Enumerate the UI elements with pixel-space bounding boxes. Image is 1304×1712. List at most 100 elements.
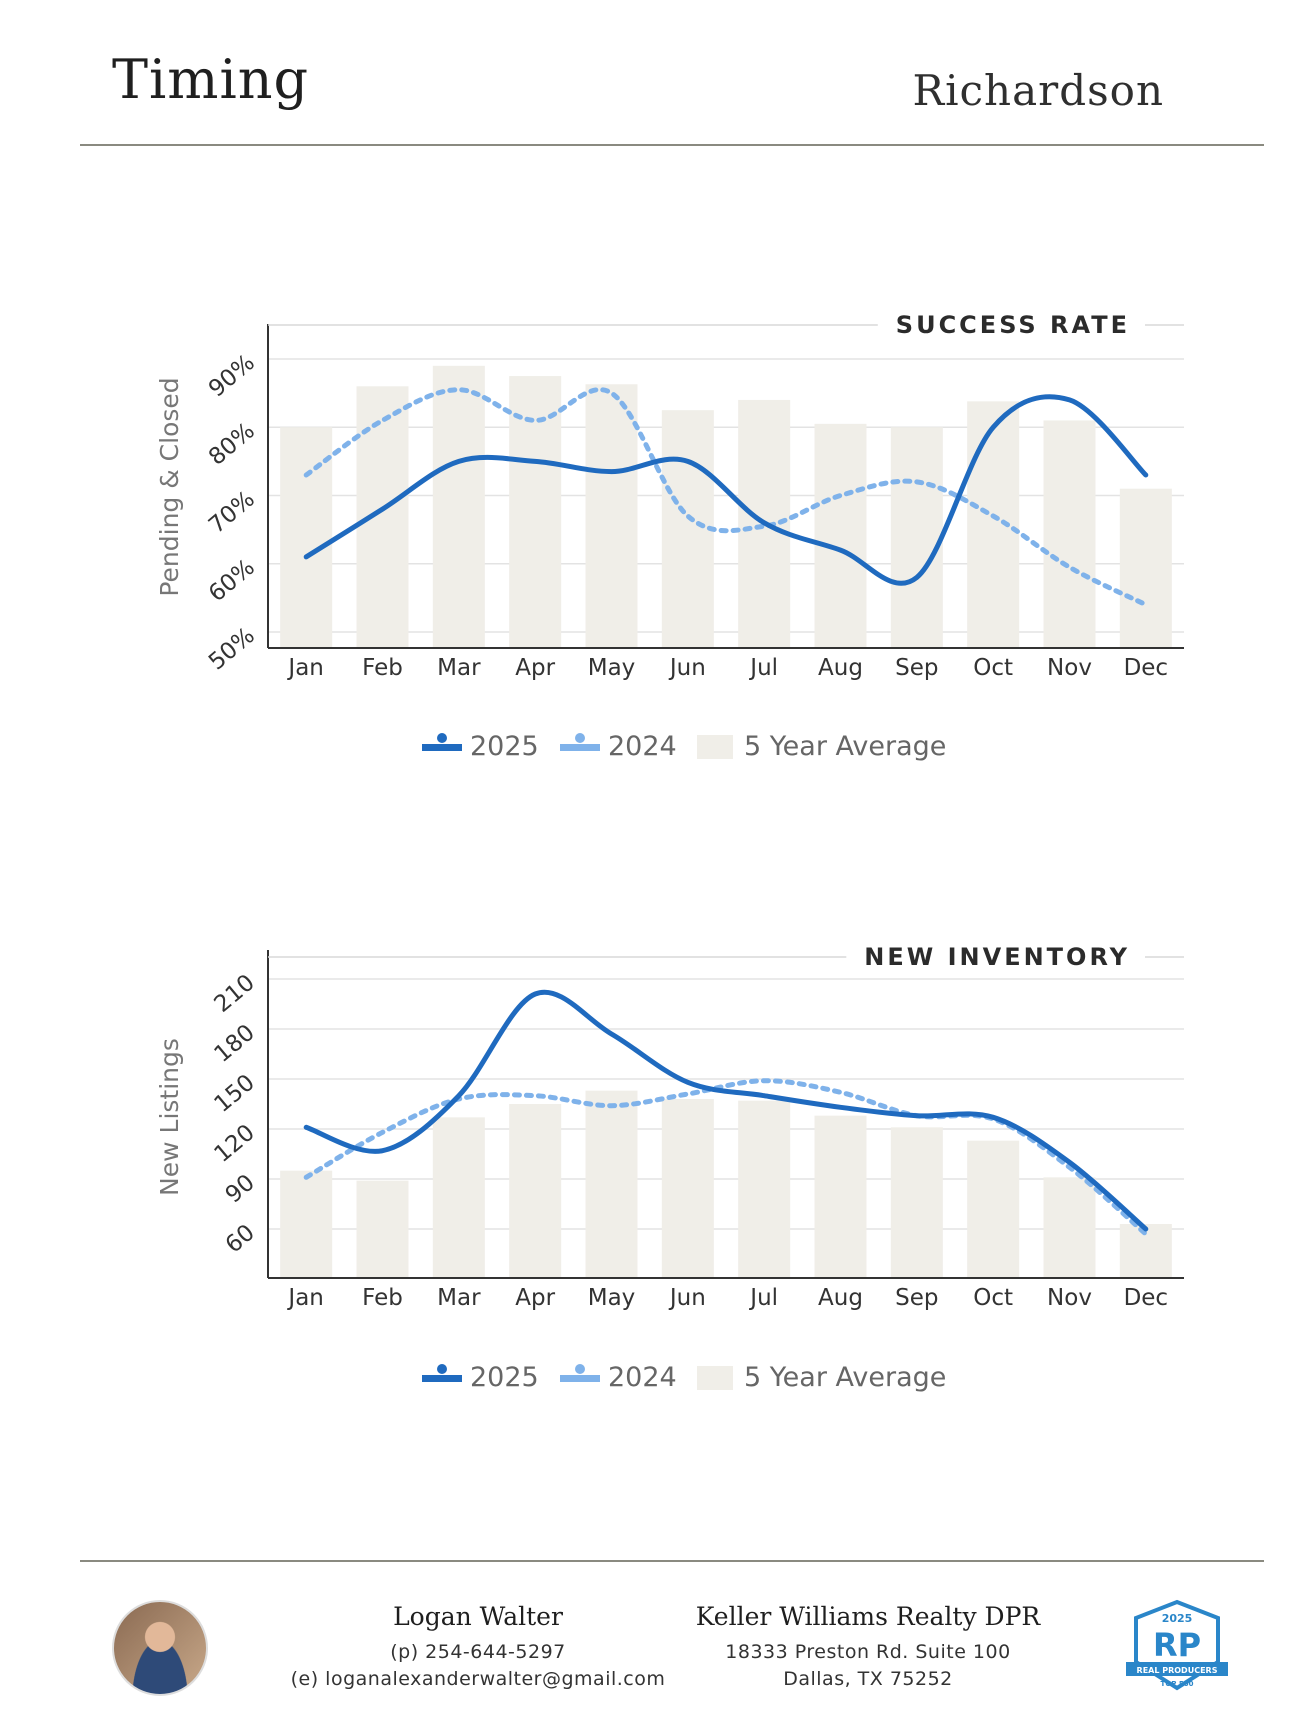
y-tick: 150	[210, 1070, 260, 1118]
chart-section-title: NEW INVENTORY	[864, 943, 1130, 971]
avg-bar-mar	[432, 365, 485, 648]
avg-bar-aug	[814, 1115, 867, 1278]
legend-marker-2024	[575, 1364, 585, 1374]
avg-bar-may	[585, 1090, 638, 1278]
x-tick-label: Oct	[973, 655, 1013, 681]
avg-bar-feb	[356, 1180, 409, 1278]
legend-marker-2024	[575, 733, 585, 743]
avg-bar-aug	[814, 423, 867, 648]
x-tick-label: Mar	[437, 1285, 481, 1311]
office-info: Keller Williams Realty DPR 18333 Preston…	[670, 1602, 1066, 1693]
y-tick: 60	[221, 1220, 260, 1259]
x-tick-label: May	[588, 655, 636, 681]
avg-bar-oct	[967, 1140, 1020, 1278]
badge-logo: RP	[1153, 1626, 1201, 1664]
avg-bar-jan	[280, 1170, 333, 1278]
footer: Logan Walter (p) 254-644-5297 (e) logana…	[0, 1568, 1304, 1712]
y-tick: 120	[210, 1120, 260, 1168]
legend-marker-2025	[437, 1364, 447, 1374]
company-name: Keller Williams Realty DPR	[695, 1602, 1041, 1631]
avg-bar-sep	[890, 427, 943, 648]
x-tick-label: Feb	[362, 655, 403, 681]
y-axis-title: Pending & Closed	[155, 377, 184, 596]
office-address-line1: 18333 Preston Rd. Suite 100	[725, 1641, 1011, 1663]
avg-bar-jan	[280, 427, 333, 648]
y-axis-title-group: New Listings	[155, 1038, 184, 1196]
x-tick-label: Sep	[895, 655, 938, 681]
footer-divider	[80, 1560, 1264, 1562]
x-tick-label: Jul	[748, 1285, 778, 1311]
avg-bar-may	[585, 384, 638, 648]
avg-bar-mar	[432, 1117, 485, 1278]
line-2024	[303, 1078, 1149, 1237]
y-tick: 180	[210, 1020, 260, 1068]
agent-avatar	[112, 1600, 208, 1696]
success-rate-chart-svg: SUCCESS RATE Jan Feb Mar Apr May Jun Jul Aug Sep O…	[155, 311, 1184, 762]
x-tick-label: Jan	[286, 1285, 323, 1311]
real-producers-badge-icon: 2025 RP REAL PRODUCERS TOP 500	[1126, 1599, 1228, 1691]
office-address-line2: Dallas, TX 75252	[783, 1668, 953, 1690]
y-tick-label: 60	[221, 1220, 260, 1259]
x-tick-label: Oct	[973, 1285, 1013, 1311]
legend-swatch-2024	[560, 1375, 600, 1382]
badge-year: 2025	[1162, 1612, 1193, 1625]
agent-email: (e) loganalexanderwalter@gmail.com	[290, 1668, 666, 1690]
legend-swatch-avg	[697, 1366, 733, 1390]
avg-bar-apr	[509, 1104, 562, 1278]
agent-phone: (p) 254-644-5297	[390, 1641, 566, 1663]
legend-label-2024: 2024	[608, 731, 677, 762]
avg-bar-apr	[509, 376, 562, 648]
x-tick-label: Jun	[668, 655, 706, 681]
avg-bar-jun	[661, 410, 714, 648]
x-tick-label: Jun	[668, 1285, 706, 1311]
agent-contact: Logan Walter (p) 254-644-5297 (e) logana…	[280, 1602, 676, 1693]
legend-swatch-2025	[422, 1375, 462, 1382]
x-tick-label: Mar	[437, 655, 481, 681]
header-divider	[80, 144, 1264, 146]
x-tick-label: Apr	[515, 1285, 555, 1311]
y-tick-label: 90	[221, 1170, 260, 1209]
y-axis-title: New Listings	[155, 1038, 184, 1196]
avg-bar-oct	[967, 401, 1020, 648]
line-2024	[303, 387, 1149, 608]
page-title: Timing	[112, 48, 310, 111]
x-tick-label: Nov	[1047, 655, 1092, 681]
avg-bar-jun	[661, 1099, 714, 1278]
x-tick-label: Feb	[362, 1285, 403, 1311]
new-inventory-chart-svg: NEW INVENTORY Jan Feb Mar Apr May Jun Jul Aug Sep…	[155, 943, 1184, 1393]
line-2025	[303, 394, 1149, 586]
badge-line1: REAL PRODUCERS	[1137, 1666, 1218, 1675]
success-rate-chart: SUCCESS RATE Jan Feb Mar Apr May Jun Jul Aug Sep O…	[0, 0, 1304, 800]
legend-swatch-2025	[422, 744, 462, 751]
y-tick: 90	[221, 1170, 260, 1209]
line-2025	[303, 989, 1149, 1232]
x-tick-label: Nov	[1047, 1285, 1092, 1311]
new-inventory-chart: NEW INVENTORY Jan Feb Mar Apr May Jun Jul Aug Sep…	[155, 943, 1184, 1393]
x-tick-label: Dec	[1124, 1285, 1169, 1311]
legend-label-avg: 5 Year Average	[744, 731, 946, 762]
y-tick-label: 150	[210, 1070, 260, 1118]
legend-label-2025: 2025	[470, 1362, 539, 1393]
legend-label-avg: 5 Year Average	[744, 1362, 946, 1393]
avg-bar-sep	[890, 1127, 943, 1278]
avg-bar-dec	[1119, 488, 1172, 648]
x-tick-label: Aug	[818, 1285, 863, 1311]
badge-line2: TOP 500	[1161, 1680, 1194, 1688]
x-tick-label: Jan	[286, 655, 323, 681]
x-tick-label: Aug	[818, 655, 863, 681]
legend-label-2024: 2024	[608, 1362, 677, 1393]
legend-marker-2025	[437, 733, 447, 743]
x-tick-label: Apr	[515, 655, 555, 681]
y-tick: 210	[210, 970, 260, 1018]
x-tick-label: May	[588, 1285, 636, 1311]
chart-section-title: SUCCESS RATE	[896, 311, 1130, 339]
y-axis-title-group: Pending & Closed	[155, 377, 184, 596]
x-tick-label: Sep	[895, 1285, 938, 1311]
agent-name: Logan Walter	[393, 1602, 563, 1631]
avg-bar-nov	[1043, 1177, 1096, 1278]
x-tick-label: Dec	[1124, 655, 1169, 681]
avg-bar-nov	[1043, 420, 1096, 648]
x-tick-label: Jul	[748, 655, 778, 681]
page-location: Richardson	[912, 66, 1164, 115]
legend-swatch-2024	[560, 744, 600, 751]
